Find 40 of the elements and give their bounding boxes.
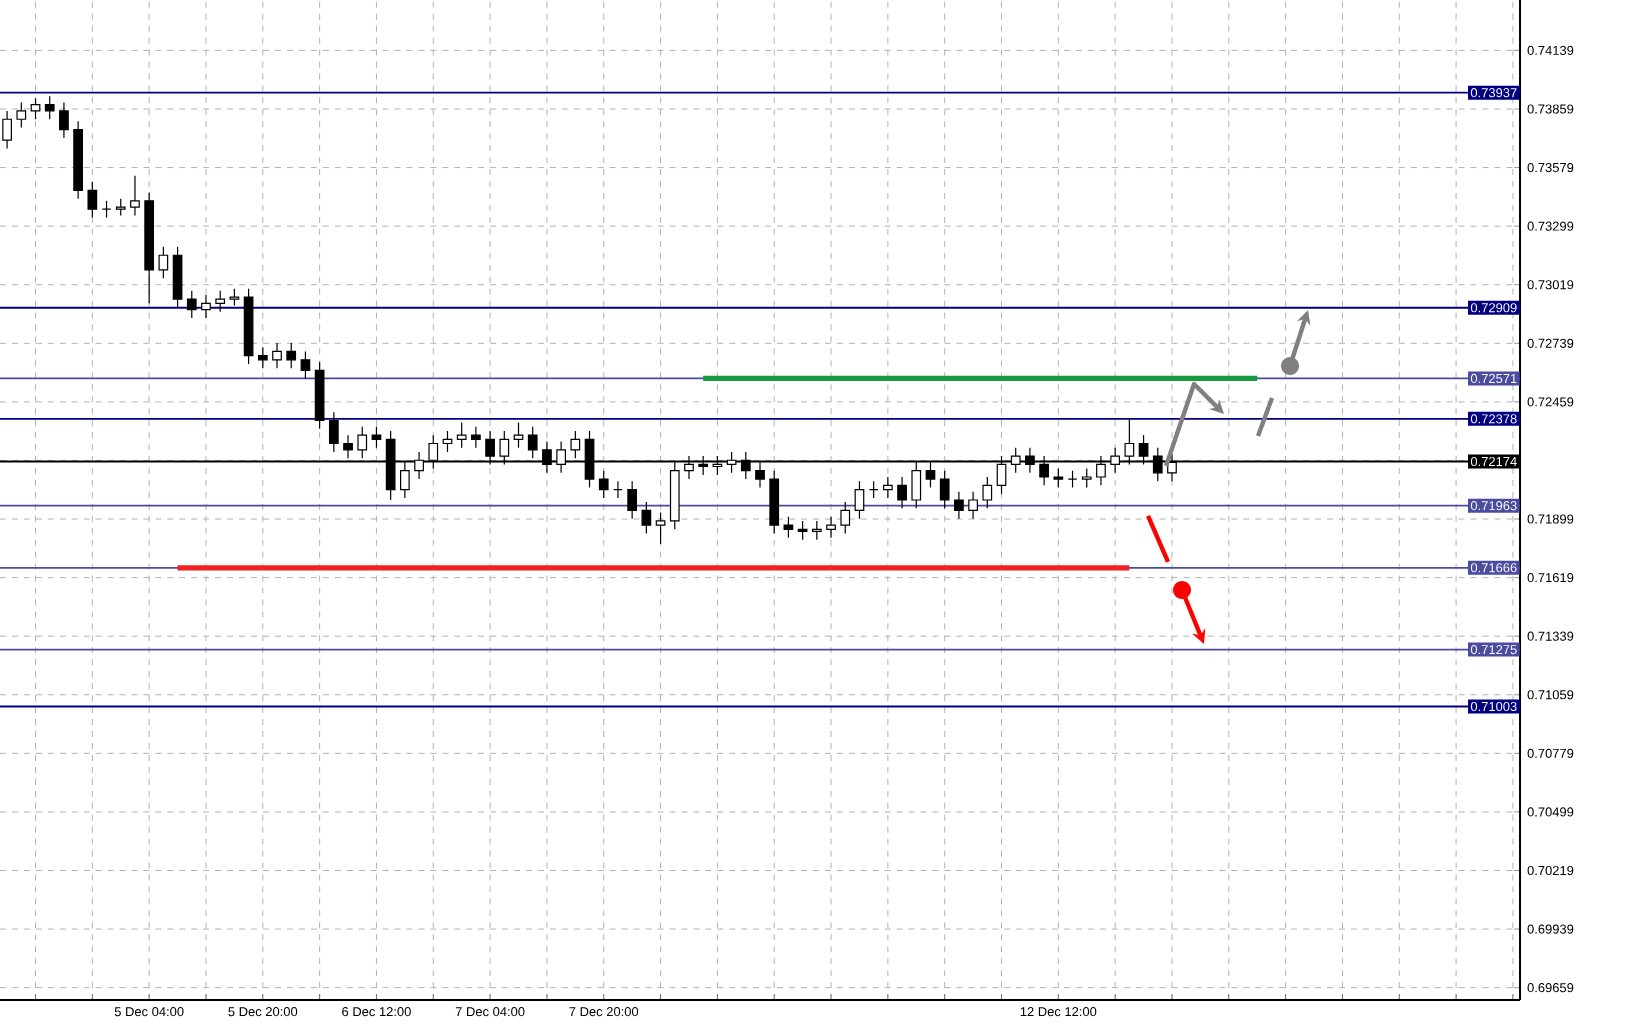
candlestick xyxy=(215,290,226,313)
candlestick xyxy=(130,175,140,217)
candlestick xyxy=(186,290,197,319)
candlestick xyxy=(939,470,950,509)
candlestick xyxy=(30,97,41,120)
candlestick xyxy=(2,110,12,150)
candlestick xyxy=(1081,468,1092,489)
candlestick xyxy=(201,294,211,319)
candlestick xyxy=(627,480,638,520)
candlestick xyxy=(513,421,524,449)
candlestick xyxy=(769,470,780,535)
candlestick xyxy=(87,181,98,219)
candlestick xyxy=(16,101,27,129)
candlestick xyxy=(783,516,794,539)
candlestick xyxy=(371,426,382,449)
candlestick xyxy=(811,520,822,541)
candlestick xyxy=(840,501,851,535)
candlestick xyxy=(328,411,339,453)
candlestick xyxy=(286,342,297,369)
candlestick xyxy=(59,101,69,139)
candlestick xyxy=(257,346,268,369)
candlestick xyxy=(982,476,993,509)
candlestick xyxy=(883,476,893,499)
candlestick xyxy=(641,501,652,535)
candlestick xyxy=(300,350,311,380)
candlestick xyxy=(854,480,865,520)
candlestick xyxy=(158,246,169,279)
candlestick xyxy=(1053,468,1064,489)
candlestick xyxy=(172,246,183,309)
candlestick xyxy=(44,95,55,120)
candlestick xyxy=(826,516,836,539)
candlestick xyxy=(272,342,282,369)
candlestick xyxy=(897,476,907,509)
candlestick xyxy=(456,421,467,449)
candlestick xyxy=(471,426,481,449)
candlestick xyxy=(797,520,808,541)
candlestick xyxy=(968,491,978,520)
candlestick xyxy=(954,491,964,520)
candlestick xyxy=(655,511,666,545)
candlestick xyxy=(598,470,609,499)
